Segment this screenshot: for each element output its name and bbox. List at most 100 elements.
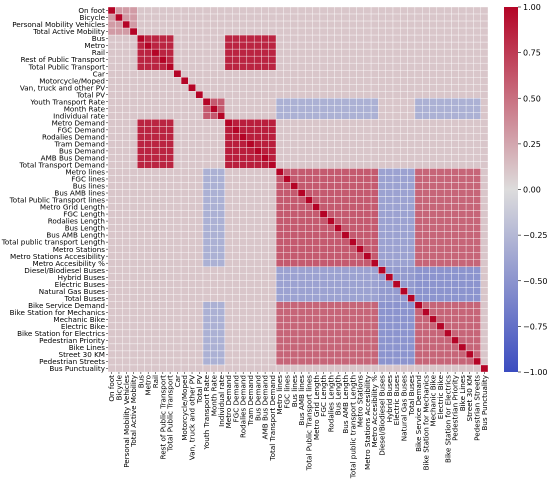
heatmap-cell [151, 154, 160, 162]
x-tick-label: Diesel/Biodiesel Buses [378, 375, 387, 456]
heatmap-cell [173, 252, 182, 260]
heatmap-cell [407, 126, 416, 134]
heatmap-cell [217, 280, 226, 288]
heatmap-cell [363, 147, 372, 155]
heatmap-cell [158, 189, 167, 197]
heatmap-cell [480, 62, 489, 71]
heatmap-cell [407, 98, 416, 106]
heatmap-cell [458, 55, 467, 64]
heatmap-cell [195, 336, 204, 345]
heatmap-cell [290, 91, 299, 99]
heatmap-cell [253, 301, 262, 310]
heatmap-cell [246, 98, 255, 106]
heatmap-cell [129, 13, 138, 22]
heatmap-cell [458, 161, 467, 169]
heatmap-cell [195, 308, 204, 317]
heatmap-cell [224, 147, 233, 155]
heatmap-cell [129, 189, 138, 197]
heatmap-cell [232, 154, 240, 162]
heatmap-cell [129, 308, 138, 317]
heatmap-cell [115, 48, 123, 57]
heatmap-cell [283, 168, 291, 176]
heatmap-cell [443, 55, 452, 64]
heatmap-cell [180, 91, 189, 99]
heatmap-cell [129, 315, 138, 324]
heatmap-cell [436, 140, 445, 148]
heatmap-cell [465, 224, 474, 232]
heatmap-cell [473, 34, 481, 43]
heatmap-cell [129, 287, 138, 295]
heatmap-cell [429, 98, 438, 106]
heatmap-cell [473, 161, 481, 169]
heatmap-cell [158, 27, 167, 36]
heatmap-cell [290, 245, 299, 253]
heatmap-cell [319, 273, 328, 281]
heatmap-cell [312, 189, 321, 197]
heatmap-cell [210, 140, 218, 148]
heatmap-cell [129, 329, 138, 338]
heatmap-cell [151, 196, 160, 204]
heatmap-cell [253, 329, 262, 338]
heatmap-cell [144, 112, 153, 120]
heatmap-cell [122, 357, 131, 366]
heatmap-cell [246, 217, 255, 225]
heatmap-cell [370, 6, 379, 15]
heatmap-cell [319, 280, 328, 288]
heatmap-cell [173, 91, 182, 99]
heatmap-cell [319, 55, 328, 64]
heatmap-cell [137, 196, 145, 204]
heatmap-cell [246, 112, 255, 120]
heatmap-cell [166, 217, 174, 225]
heatmap-cell [458, 322, 467, 331]
heatmap-cell [107, 41, 116, 50]
heatmap-cell [443, 27, 452, 36]
heatmap-cell [392, 308, 401, 317]
heatmap-cell [115, 238, 123, 246]
heatmap-cell [268, 245, 277, 253]
heatmap-cell [473, 182, 481, 190]
heatmap-cell [268, 98, 277, 106]
heatmap-cell [414, 27, 423, 36]
heatmap-cell [465, 259, 474, 267]
heatmap-cell [180, 294, 189, 302]
heatmap-cell [253, 27, 262, 36]
heatmap-cell [443, 322, 452, 331]
heatmap-cell [363, 266, 372, 274]
heatmap-cell [224, 231, 233, 239]
heatmap-cell [107, 210, 116, 218]
heatmap-cell [246, 238, 255, 246]
heatmap-cell [422, 27, 430, 36]
heatmap-cell [341, 147, 350, 155]
heatmap-cell [239, 203, 248, 211]
heatmap-cell [129, 147, 138, 155]
heatmap-cell [217, 168, 226, 176]
heatmap-cell [137, 273, 145, 281]
heatmap-cell [341, 182, 350, 190]
heatmap-cell [144, 84, 153, 92]
heatmap-cell [158, 252, 167, 260]
heatmap-cell [305, 287, 313, 295]
heatmap-cell [173, 62, 182, 71]
heatmap-cell [356, 308, 364, 317]
heatmap-cell [327, 203, 335, 211]
heatmap-cell [451, 13, 459, 22]
heatmap-cell [465, 147, 474, 155]
heatmap-cell [429, 55, 438, 64]
heatmap-cell [115, 294, 123, 302]
heatmap-cell [443, 238, 452, 246]
heatmap-cell [458, 182, 467, 190]
heatmap-cell [180, 34, 189, 43]
heatmap-cell [363, 62, 372, 71]
heatmap-cell [312, 27, 321, 36]
heatmap-cell [429, 210, 438, 218]
heatmap-cell [422, 84, 430, 92]
heatmap-cell [400, 112, 408, 120]
heatmap-cell [144, 301, 153, 310]
heatmap-cell [400, 91, 408, 99]
heatmap-cell [275, 252, 284, 260]
heatmap-cell [268, 231, 277, 239]
heatmap-cell [268, 315, 277, 324]
heatmap-cell [173, 301, 182, 310]
heatmap-cell [261, 55, 269, 64]
heatmap-cell [246, 329, 255, 338]
